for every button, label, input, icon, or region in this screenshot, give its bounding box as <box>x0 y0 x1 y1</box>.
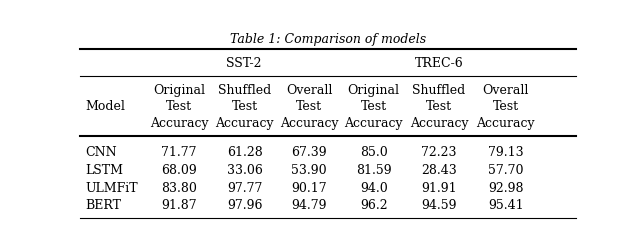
Text: 97.96: 97.96 <box>227 199 262 212</box>
Text: Accuracy: Accuracy <box>215 116 274 130</box>
Text: 33.06: 33.06 <box>227 164 262 177</box>
Text: Test: Test <box>426 100 452 113</box>
Text: 94.0: 94.0 <box>360 182 387 195</box>
Text: Shuffled: Shuffled <box>218 84 271 97</box>
Text: CNN: CNN <box>85 146 116 159</box>
Text: Accuracy: Accuracy <box>150 116 209 130</box>
Text: Overall: Overall <box>286 84 332 97</box>
Text: LSTM: LSTM <box>85 164 123 177</box>
Text: 92.98: 92.98 <box>488 182 524 195</box>
Text: Accuracy: Accuracy <box>410 116 468 130</box>
Text: 90.17: 90.17 <box>291 182 327 195</box>
Text: Shuffled: Shuffled <box>412 84 466 97</box>
Text: Accuracy: Accuracy <box>344 116 403 130</box>
Text: 61.28: 61.28 <box>227 146 262 159</box>
Text: 91.87: 91.87 <box>161 199 197 212</box>
Text: Model: Model <box>85 100 125 113</box>
Text: Accuracy: Accuracy <box>280 116 339 130</box>
Text: Table 1: Comparison of models: Table 1: Comparison of models <box>230 33 426 46</box>
Text: 79.13: 79.13 <box>488 146 524 159</box>
Text: Test: Test <box>232 100 258 113</box>
Text: Overall: Overall <box>483 84 529 97</box>
Text: SST-2: SST-2 <box>226 57 261 70</box>
Text: Test: Test <box>166 100 192 113</box>
Text: 94.59: 94.59 <box>421 199 457 212</box>
Text: Original: Original <box>153 84 205 97</box>
Text: 57.70: 57.70 <box>488 164 524 177</box>
Text: Original: Original <box>348 84 399 97</box>
Text: 68.09: 68.09 <box>161 164 197 177</box>
Text: Accuracy: Accuracy <box>476 116 535 130</box>
Text: 71.77: 71.77 <box>161 146 197 159</box>
Text: 85.0: 85.0 <box>360 146 387 159</box>
Text: Test: Test <box>360 100 387 113</box>
Text: 53.90: 53.90 <box>291 164 327 177</box>
Text: 81.59: 81.59 <box>356 164 392 177</box>
Text: 83.80: 83.80 <box>161 182 197 195</box>
Text: 72.23: 72.23 <box>421 146 457 159</box>
Text: 94.79: 94.79 <box>291 199 327 212</box>
Text: 96.2: 96.2 <box>360 199 387 212</box>
Text: 28.43: 28.43 <box>421 164 457 177</box>
Text: 67.39: 67.39 <box>291 146 327 159</box>
Text: ULMFiT: ULMFiT <box>85 182 138 195</box>
Text: TREC-6: TREC-6 <box>415 57 464 70</box>
Text: 91.91: 91.91 <box>421 182 457 195</box>
Text: 95.41: 95.41 <box>488 199 524 212</box>
Text: Test: Test <box>493 100 518 113</box>
Text: Test: Test <box>296 100 322 113</box>
Text: 97.77: 97.77 <box>227 182 262 195</box>
Text: BERT: BERT <box>85 199 121 212</box>
